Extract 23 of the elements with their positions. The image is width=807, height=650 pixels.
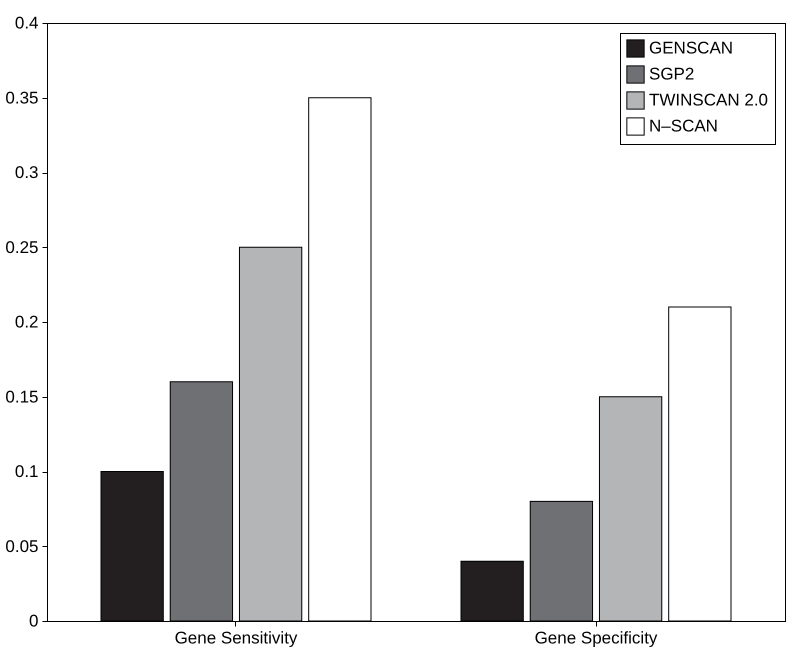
legend-label: GENSCAN	[649, 38, 734, 58]
y-tick-label: 0.15	[5, 387, 38, 406]
y-tick-label: 0	[29, 612, 38, 630]
bar	[460, 560, 524, 622]
bar	[238, 246, 302, 622]
y-tick-label: 0.35	[5, 88, 38, 108]
bar	[100, 471, 164, 622]
legend-label: SGP2	[649, 64, 694, 84]
y-tick-label: 0.05	[5, 536, 38, 556]
bar	[170, 381, 234, 622]
legend-label: TWINSCAN 2.0	[649, 90, 768, 110]
y-tick-label: 0.2	[14, 312, 38, 332]
bar	[308, 97, 372, 622]
x-tick-label: Gene Specificity	[534, 628, 658, 648]
legend-label: N–SCAN	[649, 116, 718, 136]
y-tick-label: 0.25	[5, 238, 38, 257]
y-tick-label: 0.3	[14, 163, 38, 182]
y-tick-label: 0.4	[14, 14, 38, 32]
bar	[668, 306, 732, 622]
bar	[530, 500, 594, 622]
y-tick-label: 0.1	[14, 462, 38, 481]
x-tick-label: Gene Sensitivity	[174, 628, 298, 648]
bar	[598, 396, 662, 622]
